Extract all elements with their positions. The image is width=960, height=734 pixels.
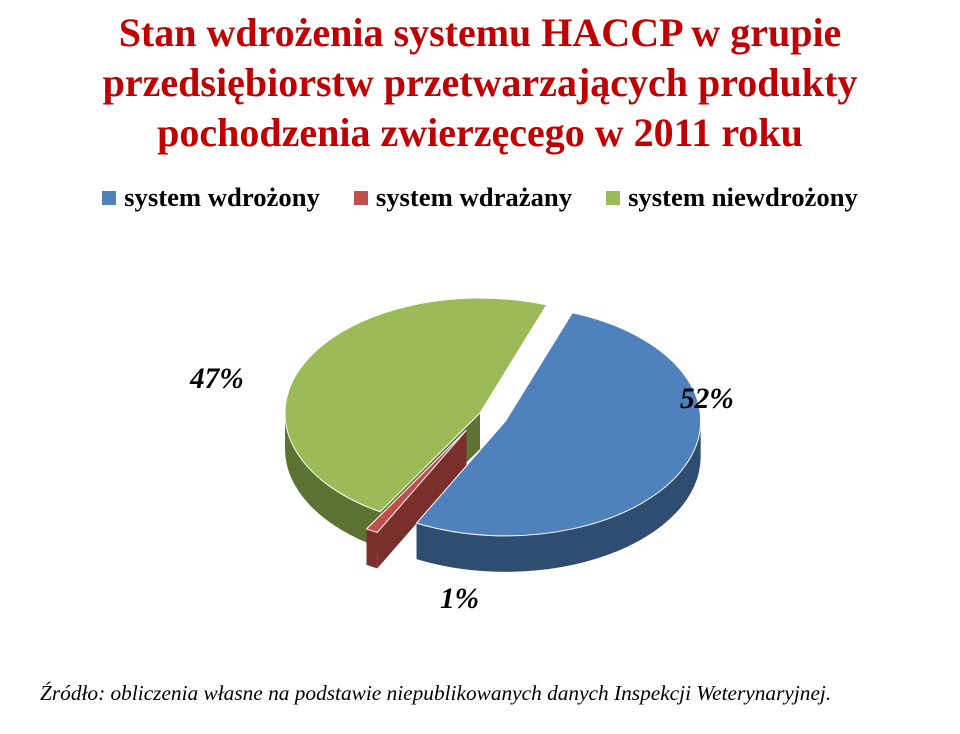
legend-label-1: system wdrażany [376, 182, 572, 213]
source-footnote: Źródło: obliczenia własne na podstawie n… [40, 681, 831, 706]
title-line-3: pochodzenia zwierzęcego w 2011 roku [40, 108, 920, 158]
title-line-2: przedsiębiorstw przetwarzających produkt… [40, 58, 920, 108]
legend-item-2: system niewdrożony [606, 182, 858, 213]
slide-title: Stan wdrożenia systemu HACCP w grupie pr… [40, 8, 920, 158]
legend-item-1: system wdrażany [354, 182, 572, 213]
pie-chart-svg [40, 233, 920, 633]
pie-label-right: 52% [680, 383, 734, 416]
pie-label-left: 47% [190, 363, 244, 396]
pie-label-bottom: 1% [440, 583, 479, 616]
legend-swatch-1 [354, 191, 368, 205]
legend-label-2: system niewdrożony [628, 182, 858, 213]
legend-swatch-2 [606, 191, 620, 205]
legend-item-0: system wdrożony [102, 182, 320, 213]
legend-label-0: system wdrożony [124, 182, 320, 213]
legend-swatch-0 [102, 191, 116, 205]
title-line-1: Stan wdrożenia systemu HACCP w grupie [40, 8, 920, 58]
chart-legend: system wdrożony system wdrażany system n… [40, 182, 920, 213]
pie-chart: 47% 52% 1% [40, 233, 920, 633]
slide: Stan wdrożenia systemu HACCP w grupie pr… [0, 0, 960, 734]
